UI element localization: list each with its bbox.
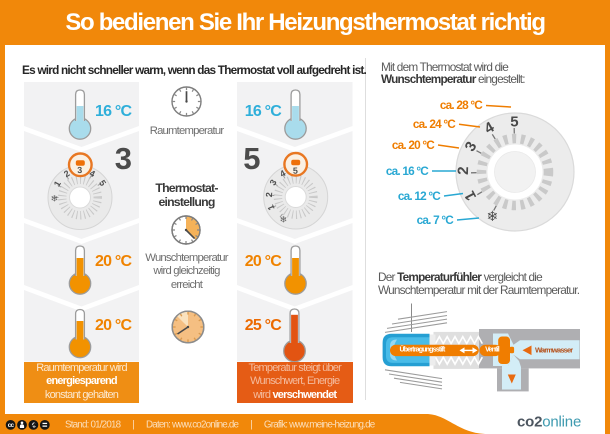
page-title: So bedienen Sie Ihr Heizungsthermostat r… [65,8,546,36]
dial-setting-number-3: 3 [114,141,132,176]
svg-text:3: 3 [77,165,82,175]
temp-label-16c-b: 16 °C [244,103,282,120]
footer-separator: | [132,419,135,431]
thermostat-dial-setting-5: ❄ 1 2 3 4 5 [263,151,329,230]
warmwasser-label: Warmwasser [535,345,573,355]
svg-text:3: 3 [268,178,279,188]
dial-b-frost-icon: ❄ [280,215,287,225]
valve-label-capsule [479,344,501,357]
dial-label-20c: ca. 20 °C [391,138,435,152]
thermostat-setting-label: Thermostat- einstellung [155,181,218,209]
temp-label-16c-a: 16 °C [95,103,132,120]
footer-stand: Stand: 01/2018 [65,419,121,431]
transmission-pin [390,344,479,357]
air-flow-lines [384,311,448,390]
co2online-logo: co2online [517,413,582,431]
license-icons: cc € [5,420,50,430]
svg-text:2: 2 [264,192,274,198]
temp-label-20c-a2: 20 °C [95,316,132,334]
clock-time-elapsed-icon [172,311,204,343]
thermometer-warm-a [68,245,92,295]
footer-meta: Stand: 01/2018 | Daten: www.co2online.de… [65,419,375,431]
thermometer-constant-a [68,308,92,359]
warmwasser-arrow-icon [522,345,532,356]
dial-setting-number-5: 5 [243,141,260,176]
marker-circle-outline [283,151,309,177]
svg-text:€: € [32,423,36,430]
cc-nc-icon: € [28,420,39,430]
valve-label: Ventil [485,346,500,354]
thermometer-warm-b [284,245,307,295]
pin-label: Übertragungsstift [399,346,445,354]
footer-separator: | [250,419,252,431]
dial-label-leader-lines [432,104,512,221]
frame-border-left [0,45,5,434]
big-thermostat-dial: 5 4 3 2 1 ❄ [455,112,575,232]
footer-daten: Daten: www.co2online.de [146,419,239,431]
svg-text:1: 1 [52,179,63,188]
temp-label-25c-b: 25 °C [244,316,282,334]
header-bar: So bedienen Sie Ihr Heizungsthermostat r… [0,0,610,45]
left-section-heading: Es wird nicht schneller warm, wenn das T… [22,62,367,77]
dial-a-frost-icon: ❄ [51,193,58,203]
svg-text:2: 2 [455,167,472,176]
downflow-arrow-icon [507,374,516,384]
dial-label-24c: ca. 24 °C [412,117,456,132]
footer-grafik: Grafik: www.meine-heizung.de [263,419,375,431]
svg-text:5: 5 [293,166,298,176]
pin-double-arrow [459,347,478,354]
svg-text:cc: cc [8,422,15,429]
valve-plate [498,336,510,364]
big-dial-frost-icon: ❄ [487,208,498,224]
cc-by-icon [17,420,27,430]
svg-text:4: 4 [88,168,97,179]
svg-text:1: 1 [265,203,276,212]
clock-target-reached-icon [172,216,200,244]
footer-bar [0,414,488,434]
dial-label-12c: ca. 12 °C [397,189,441,203]
right-section-heading: Mit dem Thermostat wird die Wunschtemper… [381,59,526,87]
cc-icon: cc [5,420,16,430]
clock-room-temp-label: Raumtemperatur [149,125,224,137]
dial-label-16c: ca. 16 °C [385,164,429,178]
svg-text:4: 4 [278,168,287,179]
dial-label-28c: ca. 28 °C [439,98,483,113]
thermometer-overshoot-b [283,308,306,363]
marker-circle-outline [67,152,93,178]
caption-verschwendet: Temperatur steigt über Wunschwert, Energ… [237,361,353,403]
thermometer-room-cold-b [284,89,307,140]
clock-target-label: Wunschtemperatur wird gleichzeitig errei… [145,252,228,291]
caption-energiesparend: Raumtemperatur wird energiesparend konst… [24,361,139,403]
clock-room-temp-icon [172,87,201,116]
cc-nd-icon [39,420,50,430]
thermostat-dial-setting-3: ❄ 1 2 3 4 5 [47,152,113,230]
sensor-section-heading: Der Temperaturfühler vergleicht die Wuns… [378,270,580,297]
valve-diagram [382,303,580,392]
dial-pin-marker [75,160,85,166]
dial-pin-marker [291,159,301,166]
svg-text:5: 5 [97,178,108,188]
temp-label-20c-a1: 20 °C [95,252,132,270]
svg-text:5: 5 [510,114,518,131]
valve-nub [509,346,515,354]
dial-label-7c: ca. 7 °C [416,213,454,227]
thermometer-room-cold-a [68,89,92,140]
frame-border-right [605,45,610,434]
svg-text:2: 2 [62,168,72,179]
temp-label-20c-b: 20 °C [244,252,282,270]
